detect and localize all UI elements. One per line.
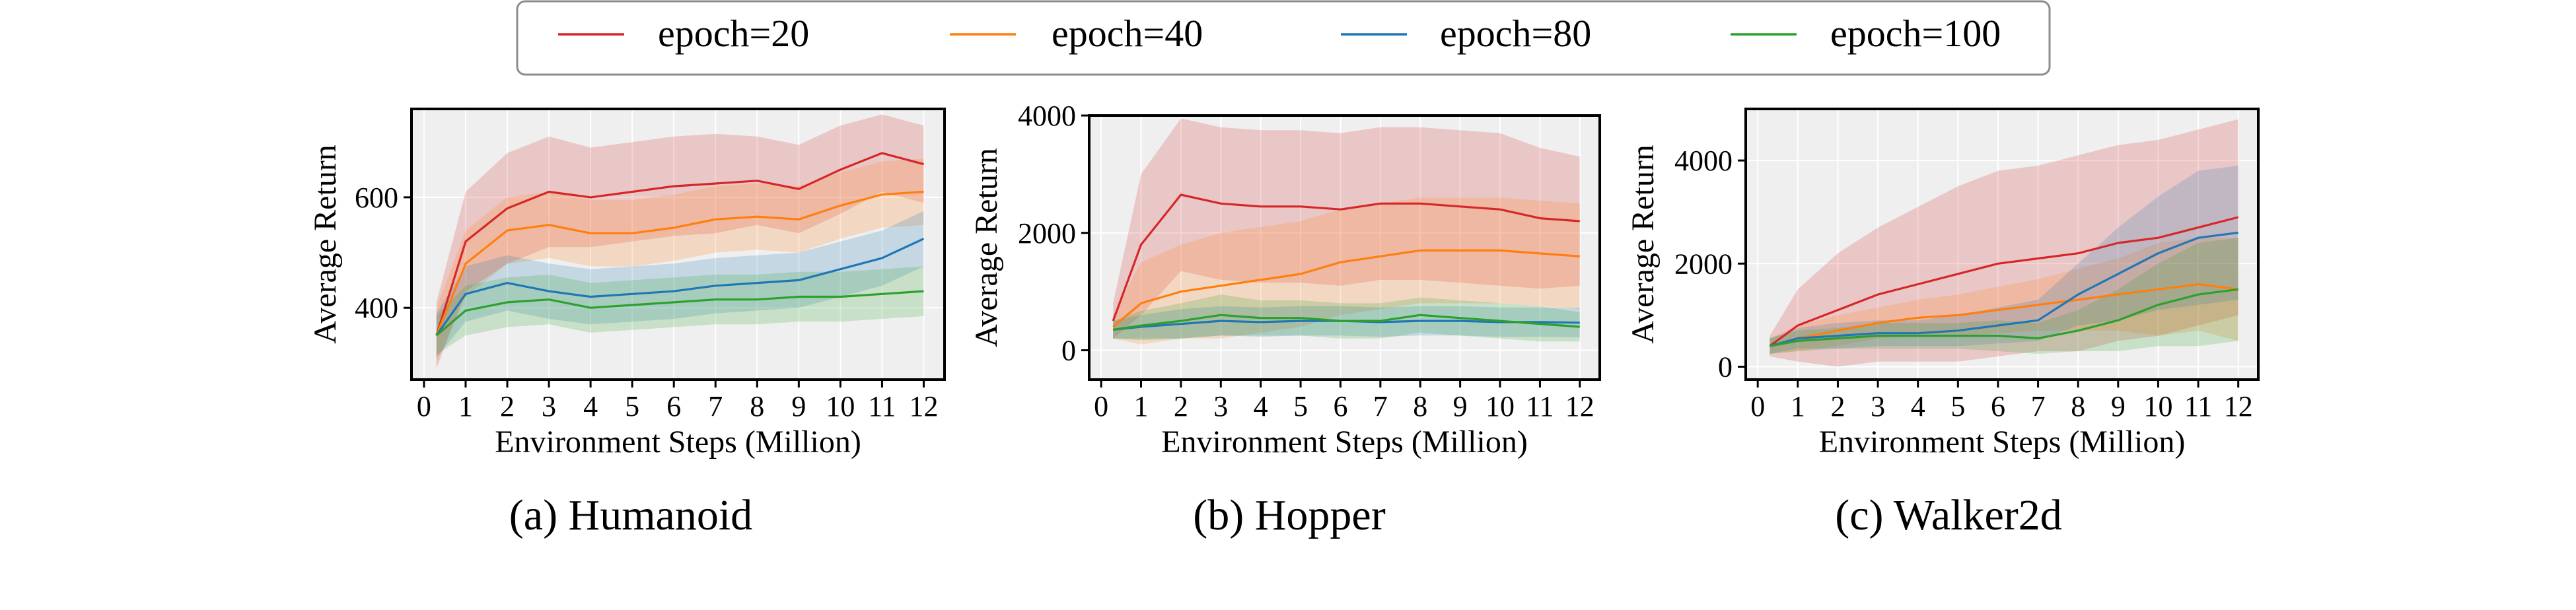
x-tick-label: 7 (2031, 390, 2046, 423)
x-tick-label: 5 (1950, 390, 1965, 423)
line-epoch-40 (1112, 249, 1580, 328)
legend-label-epoch-100: epoch=100 (1830, 12, 2001, 55)
band-epoch-20 (1113, 118, 1580, 339)
legend: epoch=20 epoch=40 epoch=80 epoch=100 (516, 0, 2051, 76)
x-tick-label: 8 (1413, 390, 1427, 423)
x-tick-label: 2 (500, 390, 515, 423)
y-axis-label: Average Return (969, 148, 1004, 347)
y-tick-label: 2000 (1674, 248, 1733, 280)
band-epoch-100 (1113, 294, 1580, 342)
band-epoch-20 (1770, 119, 2238, 367)
x-tick-label: 1 (458, 390, 473, 423)
x-tick-label: 12 (909, 390, 938, 423)
x-tick-label: 3 (1213, 390, 1228, 423)
legend-label-epoch-80: epoch=80 (1440, 12, 1591, 55)
y-tick-label: 2000 (1018, 217, 1076, 250)
plot-frame (1744, 108, 2260, 381)
legend-frame (516, 0, 2051, 76)
x-tick-label: 11 (1526, 390, 1554, 423)
x-tick-label: 5 (1293, 390, 1308, 423)
caption-walker2d: (c) Walker2d (1835, 491, 2061, 539)
plot-area (1746, 109, 2258, 380)
x-tick-label: 2 (1830, 390, 1845, 423)
x-tick-label: 8 (750, 390, 764, 423)
caption-humanoid: (a) Humanoid (509, 491, 752, 539)
line-epoch-100 (435, 290, 924, 337)
x-tick-label: 12 (2224, 390, 2253, 423)
y-tick-label: 600 (355, 182, 398, 214)
band-epoch-40 (1113, 197, 1580, 345)
x-tick-label: 4 (1911, 390, 1925, 423)
y-tick-label: 4000 (1018, 100, 1076, 132)
plot-area (411, 109, 945, 380)
line-epoch-40 (435, 190, 924, 336)
line-epoch-80 (1769, 231, 2238, 347)
x-tick-label: 7 (708, 390, 723, 423)
line-epoch-40 (1769, 283, 2238, 347)
x-tick-label: 12 (1565, 390, 1594, 423)
plot-series (435, 114, 925, 369)
plot-series (1112, 118, 1580, 345)
band-epoch-100 (436, 266, 924, 355)
x-tick-label: 2 (1174, 390, 1188, 423)
y-axis-label: Average Return (308, 145, 343, 344)
y-tick-label: 0 (1061, 335, 1076, 367)
y-tick-label: 0 (1718, 351, 1733, 383)
line-epoch-80 (435, 238, 925, 337)
x-tick-label: 1 (1134, 390, 1149, 423)
band-epoch-40 (436, 158, 924, 363)
y-tick-label: 4000 (1674, 145, 1733, 177)
x-tick-label: 9 (2111, 390, 2126, 423)
legend-label-epoch-40: epoch=40 (1052, 12, 1203, 55)
x-tick-label: 10 (1485, 390, 1515, 423)
x-tick-label: 6 (1991, 390, 2005, 423)
y-axis-label: Average Return (1626, 145, 1661, 344)
x-tick-label: 3 (1871, 390, 1885, 423)
plot-area (1089, 116, 1600, 380)
x-tick-label: 4 (1254, 390, 1268, 423)
band-epoch-80 (1113, 306, 1580, 339)
plot-series (1769, 119, 2239, 367)
x-tick-label: 8 (2071, 390, 2085, 423)
line-epoch-100 (1112, 314, 1580, 331)
legend-label-epoch-20: epoch=20 (658, 12, 809, 55)
x-tick-label: 1 (1791, 390, 1805, 423)
line-epoch-100 (1770, 288, 2238, 347)
x-axis-label: Environment Steps (Million) (495, 424, 861, 459)
x-axis-label: Environment Steps (Million) (1161, 424, 1528, 459)
x-tick-label: 5 (625, 390, 639, 423)
x-tick-label: 9 (791, 390, 806, 423)
plot-frame (410, 108, 946, 381)
x-tick-label: 7 (1373, 390, 1388, 423)
band-epoch-80 (436, 211, 924, 358)
plot-frame (1088, 114, 1601, 381)
band-epoch-100 (1770, 238, 2238, 354)
band-epoch-80 (1770, 165, 2238, 354)
x-tick-label: 10 (2143, 390, 2172, 423)
x-tick-label: 11 (2184, 390, 2212, 423)
band-epoch-20 (436, 114, 924, 369)
x-tick-label: 3 (542, 390, 556, 423)
x-tick-label: 0 (1094, 390, 1108, 423)
x-tick-label: 10 (826, 390, 855, 423)
x-tick-label: 9 (1453, 390, 1468, 423)
line-epoch-20 (1769, 216, 2239, 347)
x-axis-label: Environment Steps (Million) (1819, 424, 2186, 459)
band-epoch-40 (1770, 238, 2238, 354)
x-tick-label: 0 (1750, 390, 1765, 423)
x-tick-label: 6 (666, 390, 681, 423)
x-tick-label: 6 (1333, 390, 1347, 423)
caption-hopper: (b) Hopper (1193, 491, 1385, 539)
line-epoch-20 (1112, 193, 1580, 322)
x-tick-label: 0 (417, 390, 431, 423)
y-tick-label: 400 (355, 292, 398, 324)
x-tick-label: 4 (583, 390, 598, 423)
x-tick-label: 11 (868, 390, 896, 423)
line-epoch-20 (435, 152, 924, 336)
